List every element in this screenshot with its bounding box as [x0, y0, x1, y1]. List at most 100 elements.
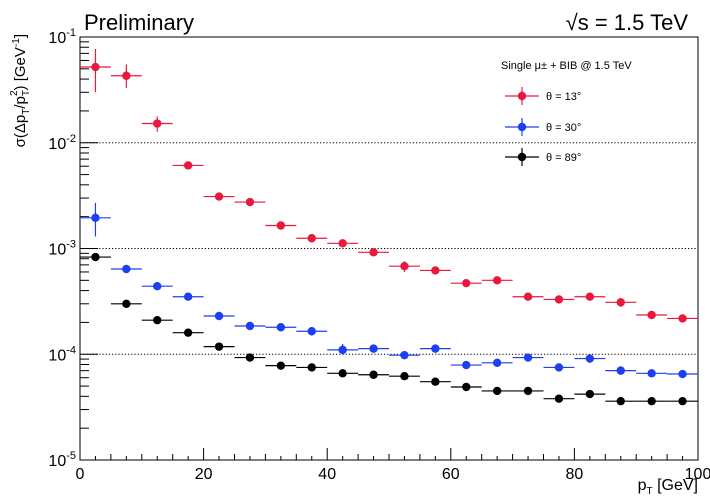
- data-marker: [338, 239, 347, 248]
- data-point: [172, 292, 204, 301]
- data-point: [481, 386, 513, 396]
- legend-label: θ = 13°: [546, 91, 581, 103]
- y-tick-label: 10-5: [48, 450, 76, 470]
- data-point: [172, 328, 204, 337]
- data-marker: [245, 197, 255, 207]
- data-point: [389, 261, 420, 272]
- data-point: [450, 382, 482, 392]
- data-marker: [214, 192, 224, 201]
- data-marker: [462, 278, 471, 288]
- data-point: [636, 396, 668, 406]
- data-marker: [122, 299, 131, 308]
- data-point: [450, 360, 482, 370]
- data-marker: [307, 327, 316, 336]
- data-marker: [523, 292, 533, 301]
- data-marker: [307, 363, 316, 372]
- data-point: [265, 221, 297, 230]
- data-marks: [80, 49, 698, 406]
- data-marker: [678, 396, 687, 406]
- data-marker: [554, 394, 564, 403]
- data-marker: [338, 345, 347, 355]
- data-point: [172, 161, 204, 170]
- data-point: [141, 282, 173, 291]
- data-marker: [585, 292, 595, 301]
- data-marker: [122, 71, 131, 80]
- data-marker: [523, 386, 533, 396]
- data-point: [419, 377, 451, 386]
- data-marker: [276, 221, 286, 230]
- data-point: [636, 369, 668, 378]
- data-point: [327, 239, 359, 248]
- data-point: [481, 358, 513, 368]
- series-2: [80, 202, 698, 379]
- data-point: [141, 315, 173, 325]
- data-marker: [91, 252, 100, 262]
- data-marker: [91, 62, 100, 72]
- data-marker: [245, 353, 255, 362]
- data-point: [80, 252, 111, 262]
- data-point: [296, 234, 328, 243]
- y-tick-label: 10-3: [48, 239, 76, 259]
- title-right: √s = 1.5 TeV: [566, 10, 689, 35]
- data-point: [358, 344, 389, 353]
- data-marker: [616, 366, 625, 375]
- data-marker: [431, 266, 440, 275]
- series-1: [80, 49, 698, 323]
- data-point: [203, 192, 235, 201]
- data-marker: [338, 369, 347, 378]
- data-point: [605, 298, 637, 307]
- legend: Single μ± + BIB @ 1.5 TeV θ = 13° θ = 30°…: [501, 60, 632, 166]
- data-point: [543, 363, 575, 372]
- data-point: [574, 292, 606, 301]
- x-tick-label: 60: [442, 466, 460, 483]
- data-point: [110, 264, 142, 274]
- data-marker: [91, 213, 100, 223]
- data-point: [389, 372, 420, 381]
- data-point: [419, 266, 451, 275]
- legend-label: θ = 30°: [546, 122, 581, 134]
- data-point: [389, 350, 420, 360]
- data-point: [110, 64, 142, 88]
- data-marker: [616, 298, 625, 307]
- data-point: [450, 278, 482, 288]
- data-marker: [245, 321, 255, 331]
- data-point: [203, 342, 235, 351]
- data-point: [265, 361, 297, 370]
- data-marker: [400, 372, 409, 381]
- data-marker: [462, 360, 471, 370]
- data-marker: [678, 369, 687, 379]
- data-marker: [214, 342, 224, 351]
- data-marker: [153, 119, 162, 128]
- legend-marker: [517, 152, 527, 162]
- data-marker: [585, 389, 595, 399]
- data-point: [512, 292, 544, 301]
- data-point: [636, 310, 668, 320]
- data-point: [327, 369, 359, 378]
- data-marker: [307, 234, 316, 243]
- data-marker: [492, 358, 502, 368]
- data-marker: [616, 396, 625, 406]
- data-point: [327, 344, 359, 355]
- data-marker: [523, 353, 533, 362]
- data-point: [512, 386, 544, 396]
- x-tick-label: 20: [195, 466, 213, 483]
- data-marker: [400, 350, 409, 360]
- data-marker: [431, 377, 440, 386]
- data-point: [80, 202, 111, 237]
- data-marker: [462, 382, 471, 392]
- data-marker: [369, 344, 378, 353]
- data-point: [667, 369, 698, 379]
- data-point: [358, 370, 389, 379]
- data-point: [419, 344, 451, 353]
- x-tick-label: 100: [685, 466, 710, 483]
- series-3: [80, 252, 698, 406]
- data-marker: [369, 370, 378, 379]
- axis-ticks: 0 20 40 60 80 100 10-5 10-4 10-3 10-2 10-1: [48, 27, 710, 483]
- data-point: [296, 363, 328, 372]
- data-point: [203, 311, 235, 321]
- data-point: [543, 295, 575, 304]
- data-point: [605, 396, 637, 406]
- data-marker: [400, 262, 409, 271]
- data-marker: [492, 276, 502, 285]
